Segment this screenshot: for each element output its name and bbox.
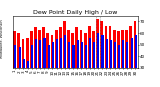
Bar <box>42 27 45 87</box>
Bar <box>13 31 16 87</box>
Bar <box>89 38 91 87</box>
Bar <box>30 31 33 87</box>
Bar <box>68 42 70 87</box>
Bar <box>97 33 99 87</box>
Bar <box>88 26 91 87</box>
Bar <box>64 35 66 87</box>
Bar <box>84 33 87 87</box>
Bar <box>44 38 45 87</box>
Bar <box>81 42 83 87</box>
Bar <box>117 31 120 87</box>
Bar <box>113 30 116 87</box>
Title: Dew Point Daily High / Low: Dew Point Daily High / Low <box>33 10 117 15</box>
Bar <box>93 42 95 87</box>
Bar <box>46 33 49 87</box>
Bar <box>85 45 87 87</box>
Bar <box>39 40 41 87</box>
Bar <box>100 21 103 87</box>
Bar <box>101 35 104 87</box>
Bar <box>31 45 33 87</box>
Bar <box>22 39 24 87</box>
Bar <box>129 26 132 87</box>
Text: Milwaukee, Wisconsin: Milwaukee, Wisconsin <box>0 20 4 58</box>
Bar <box>60 38 62 87</box>
Bar <box>38 30 41 87</box>
Bar <box>71 33 74 87</box>
Bar <box>19 47 21 87</box>
Bar <box>48 45 50 87</box>
Bar <box>76 27 78 87</box>
Bar <box>96 19 99 87</box>
Bar <box>134 21 136 87</box>
Bar <box>80 30 82 87</box>
Bar <box>131 38 133 87</box>
Bar <box>121 30 124 87</box>
Bar <box>77 40 79 87</box>
Bar <box>110 40 112 87</box>
Bar <box>125 30 128 87</box>
Bar <box>135 35 137 87</box>
Bar <box>118 45 120 87</box>
Bar <box>23 59 25 87</box>
Bar <box>56 39 58 87</box>
Bar <box>55 30 58 87</box>
Bar <box>52 42 54 87</box>
Bar <box>26 38 28 87</box>
Bar <box>63 21 66 87</box>
Bar <box>104 26 107 87</box>
Bar <box>14 45 16 87</box>
Bar <box>17 33 20 87</box>
Bar <box>106 39 108 87</box>
Bar <box>34 27 37 87</box>
Bar <box>27 61 29 87</box>
Bar <box>72 45 75 87</box>
Bar <box>114 42 116 87</box>
Bar <box>92 31 95 87</box>
Bar <box>126 42 128 87</box>
Bar <box>109 26 112 87</box>
Bar <box>59 27 62 87</box>
Bar <box>122 40 124 87</box>
Bar <box>67 30 70 87</box>
Bar <box>35 39 37 87</box>
Bar <box>51 35 53 87</box>
